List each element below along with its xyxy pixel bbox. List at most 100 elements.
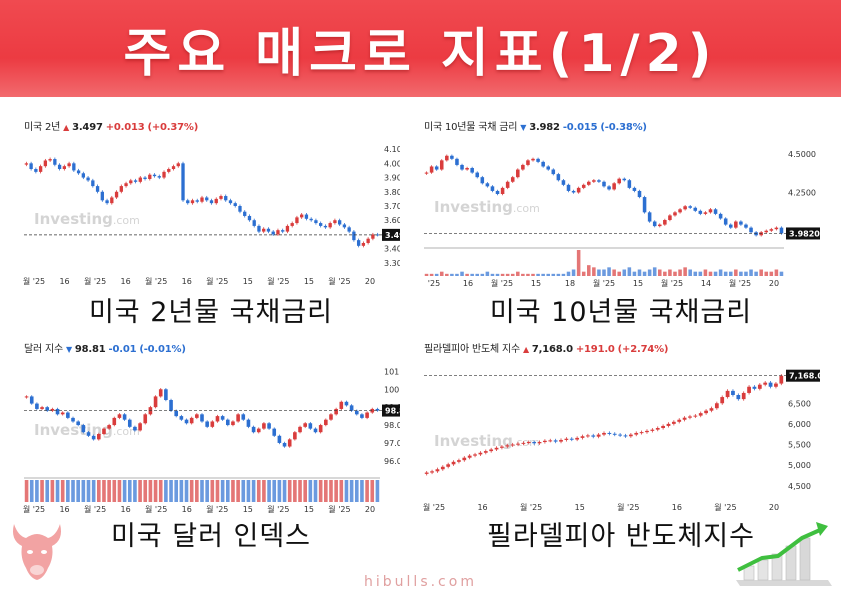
chart-panel-dxy: 달러 지수 ▼ 98.81 -0.01 (-0.01%) Investing.c…: [22, 338, 400, 514]
volume-bar: [174, 480, 179, 502]
candle-body: [200, 197, 204, 202]
candle-body: [475, 172, 480, 178]
candle-body: [81, 425, 86, 433]
candle-body: [256, 428, 261, 433]
candle-body: [262, 228, 266, 232]
candle-body: [71, 417, 75, 422]
volume-bar: [329, 480, 333, 502]
candle-body: [586, 435, 590, 437]
candle-body: [241, 414, 246, 420]
volume-bar: [764, 271, 769, 276]
x-tick-label: 16: [121, 505, 131, 514]
volume-bar: [678, 269, 682, 276]
volume-bar: [308, 480, 313, 502]
candle-body: [581, 184, 586, 188]
volume-bar: [225, 480, 230, 502]
volume-bar: [370, 480, 375, 502]
candle-body: [171, 166, 176, 170]
candle-body: [133, 426, 137, 431]
x-tick-label: 20: [365, 505, 375, 514]
candle-body: [233, 203, 237, 206]
candle-body: [210, 421, 215, 427]
candle-body: [158, 389, 163, 397]
candle-body: [704, 410, 708, 414]
volume-bar: [587, 265, 591, 276]
chart-panel-us2y: 미국 2년 ▲ 3.497 +0.013 (+0.37%) Investing.…: [22, 116, 400, 290]
candle-body: [483, 451, 488, 453]
y-tick-label: 101.00: [384, 367, 400, 376]
candle-body: [757, 384, 762, 389]
candle-body: [602, 181, 606, 187]
candle-body: [647, 212, 652, 222]
caption-us10y: 미국 10년물 국채금리: [489, 297, 753, 328]
investing-watermark-suffix: .com: [113, 214, 140, 227]
volume-bar: [779, 271, 784, 276]
caption-dxy: 미국 달러 인덱스: [110, 521, 312, 552]
candle-body: [510, 177, 515, 182]
candle-body: [553, 440, 558, 442]
volume-bar: [571, 269, 576, 276]
investing-watermark: Investing.com: [34, 210, 140, 228]
volume-bar: [158, 480, 163, 502]
candle-body: [734, 221, 738, 228]
up-arrow-icon: ▲: [63, 123, 70, 132]
x-tick-label: 16: [59, 505, 69, 514]
candle-body: [446, 464, 451, 467]
caption-sox: 필라델피아 반도체지수: [487, 521, 755, 552]
volume-bar: [45, 480, 50, 502]
y-tick-label: 100.00: [384, 385, 400, 394]
x-tick-label: 16: [672, 503, 682, 512]
candle-body: [86, 432, 91, 436]
x-tick-label: 월 '25: [729, 278, 751, 288]
volume-bar: [375, 480, 380, 502]
candle-body: [339, 401, 344, 409]
candle-body: [57, 164, 62, 170]
candle-body: [143, 177, 147, 179]
candle-body: [455, 158, 459, 165]
title-banner: 주요 매크로 지표(1/2): [0, 0, 841, 97]
candle-body: [537, 442, 542, 444]
candle-body: [703, 212, 708, 214]
volume-bar: [708, 271, 713, 276]
caption-us2y: 미국 2년물 국채금리: [88, 297, 334, 328]
candle-body: [95, 186, 100, 192]
candle-body: [490, 186, 495, 191]
volume-bar: [754, 271, 758, 276]
y-tick-label: 3.3000: [384, 259, 400, 268]
candle-body: [677, 419, 682, 422]
candle-body: [723, 218, 728, 225]
x-tick-label: 월 '25: [84, 276, 106, 286]
volume-bar: [231, 480, 235, 502]
chart-header: 달러 지수 ▼ 98.81 -0.01 (-0.01%): [24, 340, 186, 355]
volume-bar: [663, 271, 667, 276]
volume-bar: [262, 480, 266, 502]
candle-body: [110, 197, 114, 204]
volume-bar: [632, 271, 637, 276]
candle-body: [736, 395, 741, 400]
volume-bar: [189, 480, 194, 502]
x-tick-label: 15: [304, 505, 314, 514]
last-price-tag: [382, 228, 400, 241]
candle-body: [688, 416, 692, 418]
price-chart: Investing.com 4.5000 4.2500 3.9820 '25 16 월 '2…: [424, 150, 820, 288]
candle-body: [267, 423, 271, 429]
x-tick-label: 월 '25: [23, 504, 45, 514]
down-arrow-icon: ▼: [520, 123, 527, 132]
candle-body: [105, 200, 109, 204]
x-tick-label: 20: [769, 279, 779, 288]
volume-bar: [210, 480, 215, 502]
candle-body: [559, 439, 563, 442]
candle-body: [682, 417, 687, 420]
candle-body: [238, 206, 242, 212]
candle-body: [43, 160, 48, 167]
x-tick-label: 월 '25: [491, 278, 513, 288]
candle-body: [127, 419, 132, 427]
volume-bar: [272, 480, 277, 502]
candle-body: [308, 423, 313, 429]
candle-body: [91, 180, 95, 187]
candle-body: [287, 439, 292, 447]
candle-body: [76, 421, 80, 426]
candle-body: [623, 435, 628, 437]
candle-body: [184, 419, 189, 424]
volume-bar: [360, 480, 364, 502]
